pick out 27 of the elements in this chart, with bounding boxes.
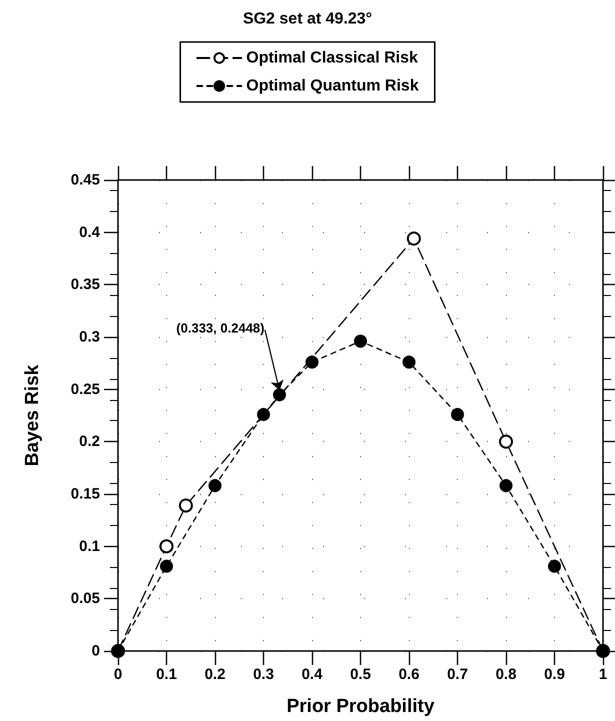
y-tick-label: 0.25 xyxy=(70,380,100,398)
annotation: (0.333, 0.2448) xyxy=(176,320,264,336)
y-tick-label: 0 xyxy=(92,642,100,660)
x-tick-label: 0.4 xyxy=(302,666,324,683)
legend-label: Optimal Quantum Risk xyxy=(246,78,419,94)
y-tick-label: 0.15 xyxy=(70,486,100,502)
y-tick-label: 0.35 xyxy=(70,276,100,294)
y-axis-title: Bayes Risk xyxy=(22,364,43,466)
y-tick-label: 0.05 xyxy=(70,590,100,608)
x-tick-label: 0 xyxy=(114,666,122,683)
x-tick-label: 0.6 xyxy=(398,666,420,683)
y-tick-label: 0.4 xyxy=(79,224,101,241)
x-tick-label: 0.5 xyxy=(350,666,371,683)
x-tick-label: 1 xyxy=(598,666,608,683)
x-tick-label: 0.1 xyxy=(156,666,177,683)
x-tick-label: 0.2 xyxy=(204,666,226,683)
x-tick-label: 0.3 xyxy=(253,666,274,683)
x-axis-title: Prior Probability xyxy=(286,696,435,717)
y-tick-label: 0.1 xyxy=(79,538,100,555)
y-tick-label: 0.3 xyxy=(79,328,100,346)
x-tick-label: 0.9 xyxy=(544,666,565,683)
x-tick-label: 0.7 xyxy=(447,666,468,683)
y-tick-label: 0.2 xyxy=(79,433,100,450)
legend-label: Optimal Classical Risk xyxy=(246,50,418,66)
x-tick-label: 0.8 xyxy=(496,666,516,683)
y-tick-label: 0.45 xyxy=(70,172,100,188)
chart-title: SG2 set at 49.23° xyxy=(242,10,372,28)
